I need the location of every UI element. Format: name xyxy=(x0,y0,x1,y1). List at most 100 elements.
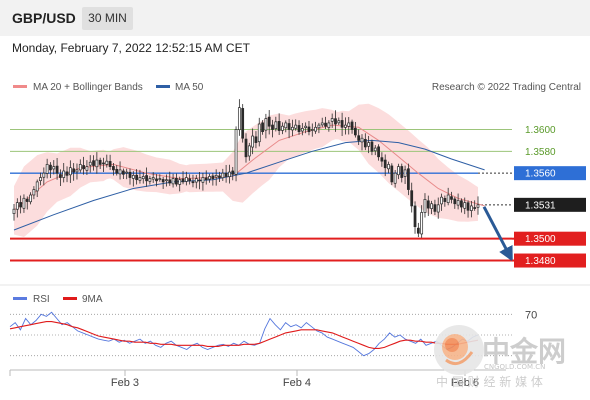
candle-body xyxy=(307,126,311,133)
candle-body xyxy=(85,166,89,171)
candle-body xyxy=(181,178,185,183)
level-label: 1.3600 xyxy=(525,125,556,136)
candle-body xyxy=(254,136,258,143)
candle-body xyxy=(380,157,384,162)
9ma-legend-swatch xyxy=(63,297,77,300)
candle-body xyxy=(377,146,380,158)
candle-body xyxy=(188,178,192,182)
candle-body xyxy=(363,139,367,148)
candle-body xyxy=(387,164,390,170)
level-label: 1.3560 xyxy=(525,169,556,180)
candle-body xyxy=(241,108,245,139)
candle-body xyxy=(373,147,377,152)
projection-arrow xyxy=(482,206,513,262)
candle-body xyxy=(112,166,115,171)
level-label-box xyxy=(514,197,586,212)
candle-body xyxy=(102,162,105,165)
timeframe-button[interactable]: 30 MIN xyxy=(82,7,133,30)
candle-body xyxy=(469,205,473,211)
candle-body xyxy=(59,174,62,178)
candle-body xyxy=(407,168,410,190)
level-label-box xyxy=(514,253,586,268)
candle-body xyxy=(446,194,450,204)
candle-body xyxy=(284,122,288,129)
candle-body xyxy=(25,198,29,202)
candle-body xyxy=(12,208,16,214)
candle-body xyxy=(42,172,46,178)
watermark-domain: CNGOLD.COM.CN xyxy=(484,363,545,371)
candle-body xyxy=(32,189,36,196)
candle-body xyxy=(161,179,165,183)
candle-body xyxy=(436,204,440,213)
timestamp: Monday, February 7, 2022 12:52:15 AM CET xyxy=(12,41,250,55)
candle-body xyxy=(367,142,371,147)
candle-body xyxy=(247,145,251,157)
candle-body xyxy=(138,177,142,181)
level-label: 1.3531 xyxy=(525,200,556,211)
toolbar: GBP/USD 30 MIN xyxy=(0,0,590,36)
rsi-tick-label: 70 xyxy=(525,309,537,321)
9ma-legend-label: 9MA xyxy=(82,294,103,305)
candle-body xyxy=(55,165,59,174)
symbol-label: GBP/USD xyxy=(12,10,76,26)
level-label: 1.3500 xyxy=(525,234,556,245)
rsi-panel: 70 xyxy=(9,309,537,357)
candle-body xyxy=(98,159,102,165)
x-tick-label: Feb 3 xyxy=(111,377,139,389)
candle-body xyxy=(324,122,327,127)
candle-body xyxy=(171,178,175,185)
level-label-box xyxy=(514,231,586,246)
candle-body xyxy=(62,170,66,178)
candle-body xyxy=(353,127,357,136)
candle-body xyxy=(15,202,19,210)
candle-body xyxy=(244,138,248,158)
candle-body xyxy=(413,205,417,228)
candle-body xyxy=(221,172,225,179)
candle-body xyxy=(52,166,56,170)
candle-body xyxy=(105,160,109,165)
watermark-brand: 中金网 xyxy=(482,335,566,368)
candle-body xyxy=(49,164,52,171)
candle-body xyxy=(400,166,404,178)
candle-body xyxy=(397,166,400,176)
candle-body xyxy=(257,123,261,143)
candle-body xyxy=(460,200,463,208)
level-label-box xyxy=(514,166,586,181)
candle-body xyxy=(317,124,321,129)
ma50-legend-label: MA 50 xyxy=(175,82,204,93)
candle-body xyxy=(72,168,76,173)
candle-body xyxy=(68,167,72,176)
candle-body xyxy=(360,137,364,143)
candle-body xyxy=(75,169,79,173)
candle-body xyxy=(88,161,92,166)
candle-body xyxy=(198,179,201,182)
candle-body xyxy=(131,174,135,179)
9ma-line xyxy=(9,321,479,349)
candle-body xyxy=(450,196,453,200)
candle-body xyxy=(135,174,139,181)
candle-body xyxy=(218,175,221,178)
candle-body xyxy=(314,126,317,132)
candle-body xyxy=(92,160,95,166)
candle-body xyxy=(115,168,119,174)
candle-body xyxy=(294,124,298,129)
candle-body xyxy=(118,169,122,175)
x-tick-label: Feb 6 xyxy=(451,377,479,389)
candle-body xyxy=(310,129,314,131)
candle-body xyxy=(443,198,447,202)
candle-body xyxy=(82,165,85,170)
candle-body xyxy=(231,170,235,175)
candle-body xyxy=(277,121,281,131)
candle-body xyxy=(141,176,145,180)
candle-body xyxy=(420,212,424,235)
candle-body xyxy=(191,181,195,184)
candle-body xyxy=(108,161,112,167)
candle-body xyxy=(237,107,241,131)
candle-body xyxy=(337,120,341,124)
candle-body xyxy=(456,200,460,206)
candle-body xyxy=(370,141,374,152)
candle-body xyxy=(125,171,129,174)
rsi-legend: RSI 9MA xyxy=(13,294,103,305)
candle-body xyxy=(330,118,334,122)
price-labels: 1.3600 1.3580 1.3560 1.3531 1.3500 1.3480 xyxy=(512,125,586,268)
